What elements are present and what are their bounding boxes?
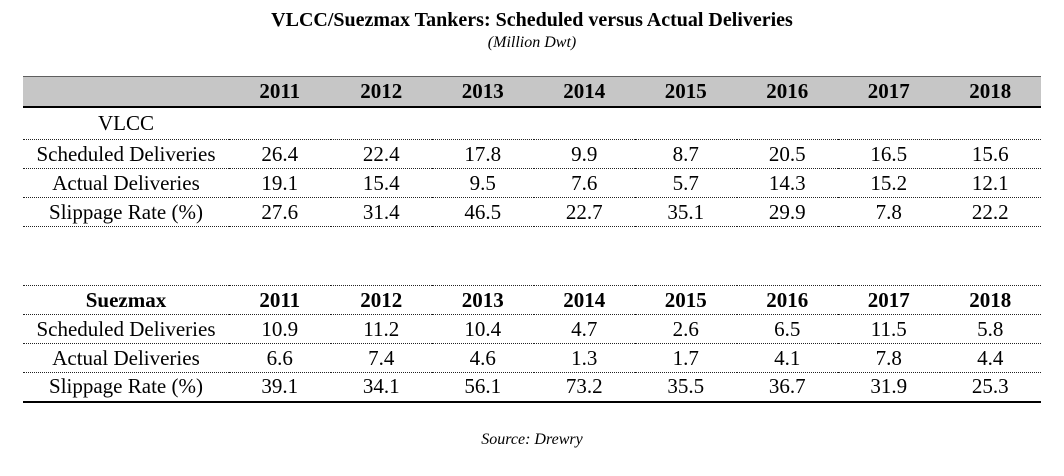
value-cell: 29.9: [736, 197, 838, 227]
value-cell: 2.6: [635, 314, 737, 344]
year-header-cell: 2012: [330, 285, 432, 315]
year-header-cell: 2011: [229, 285, 331, 315]
table-row: Scheduled Deliveries 10.9 11.2 10.4 4.7 …: [23, 314, 1041, 344]
value-cell: 56.1: [432, 372, 534, 403]
value-cell: 1.3: [533, 343, 635, 373]
value-cell: 8.7: [635, 139, 737, 169]
year-header-cell: 2016: [736, 285, 838, 315]
value-cell: 35.5: [635, 372, 737, 403]
value-cell: 4.4: [939, 343, 1041, 373]
table-row: Scheduled Deliveries 26.4 22.4 17.8 9.9 …: [23, 139, 1041, 169]
year-header-cell: 2017: [838, 76, 940, 108]
value-cell: 7.6: [533, 168, 635, 198]
value-cell: 4.7: [533, 314, 635, 344]
year-header-cell: 2016: [736, 76, 838, 108]
suezmax-year-header-row: Suezmax 2011 2012 2013 2014 2015 2016 20…: [23, 285, 1041, 315]
year-header-cell: 2017: [838, 285, 940, 315]
value-cell: 4.1: [736, 343, 838, 373]
year-header-cell: 2014: [533, 285, 635, 315]
row-label: Slippage Rate (%): [23, 372, 229, 403]
value-cell: 14.3: [736, 168, 838, 198]
value-cell: 15.2: [838, 168, 940, 198]
value-cell: 5.8: [939, 314, 1041, 344]
year-header-cell: 2012: [330, 76, 432, 108]
value-cell: 22.7: [533, 197, 635, 227]
value-cell: 25.3: [939, 372, 1041, 403]
value-cell: 11.2: [330, 314, 432, 344]
year-header-cell: 2013: [432, 285, 534, 315]
table-row: Slippage Rate (%) 39.1 34.1 56.1 73.2 35…: [23, 372, 1041, 403]
vlcc-year-header-row: 2011 2012 2013 2014 2015 2016 2017 2018: [23, 76, 1041, 108]
row-label: Slippage Rate (%): [23, 197, 229, 227]
value-cell: 7.8: [838, 197, 940, 227]
value-cell: 19.1: [229, 168, 331, 198]
vlcc-table: 2011 2012 2013 2014 2015 2016 2017 2018 …: [23, 76, 1041, 227]
row-label: Scheduled Deliveries: [23, 314, 229, 344]
value-cell: 10.4: [432, 314, 534, 344]
value-cell: 6.6: [229, 343, 331, 373]
value-cell: 7.4: [330, 343, 432, 373]
value-cell: 11.5: [838, 314, 940, 344]
suezmax-table: Suezmax 2011 2012 2013 2014 2015 2016 20…: [23, 285, 1041, 403]
value-cell: 7.8: [838, 343, 940, 373]
group-row-filler: [229, 106, 1041, 140]
value-cell: 15.4: [330, 168, 432, 198]
value-cell: 31.9: [838, 372, 940, 403]
year-header-cell: 2011: [229, 76, 331, 108]
value-cell: 17.8: [432, 139, 534, 169]
row-label: Scheduled Deliveries: [23, 139, 229, 169]
value-cell: 20.5: [736, 139, 838, 169]
value-cell: 15.6: [939, 139, 1041, 169]
value-cell: 6.5: [736, 314, 838, 344]
value-cell: 22.4: [330, 139, 432, 169]
vlcc-group-row: VLCC: [23, 106, 1041, 140]
value-cell: 35.1: [635, 197, 737, 227]
value-cell: 5.7: [635, 168, 737, 198]
year-header-cell: 2018: [939, 76, 1041, 108]
year-header-cell: 2018: [939, 285, 1041, 315]
value-cell: 22.2: [939, 197, 1041, 227]
source-note: Source: Drewry: [481, 430, 583, 448]
year-header-cell: 2015: [635, 76, 737, 108]
table-row: Actual Deliveries 6.6 7.4 4.6 1.3 1.7 4.…: [23, 343, 1041, 373]
value-cell: 34.1: [330, 372, 432, 403]
year-header-cell: 2015: [635, 285, 737, 315]
value-cell: 9.5: [432, 168, 534, 198]
figure-subtitle: (Million Dwt): [487, 34, 577, 51]
value-cell: 36.7: [736, 372, 838, 403]
value-cell: 10.9: [229, 314, 331, 344]
row-label: Actual Deliveries: [23, 168, 229, 198]
value-cell: 46.5: [432, 197, 534, 227]
value-cell: 27.6: [229, 197, 331, 227]
group-label: Suezmax: [23, 285, 229, 315]
table-row: Actual Deliveries 19.1 15.4 9.5 7.6 5.7 …: [23, 168, 1041, 198]
year-header-cell: 2014: [533, 76, 635, 108]
value-cell: 9.9: [533, 139, 635, 169]
value-cell: 12.1: [939, 168, 1041, 198]
year-header-cell: 2013: [432, 76, 534, 108]
table-row: Slippage Rate (%) 27.6 31.4 46.5 22.7 35…: [23, 197, 1041, 227]
value-cell: 26.4: [229, 139, 331, 169]
value-cell: 39.1: [229, 372, 331, 403]
row-label: Actual Deliveries: [23, 343, 229, 373]
figure-title: VLCC/Suezmax Tankers: Scheduled versus A…: [271, 9, 793, 31]
value-cell: 31.4: [330, 197, 432, 227]
value-cell: 4.6: [432, 343, 534, 373]
corner-empty-cell: [23, 76, 229, 108]
value-cell: 73.2: [533, 372, 635, 403]
group-label: VLCC: [23, 106, 229, 140]
value-cell: 1.7: [635, 343, 737, 373]
value-cell: 16.5: [838, 139, 940, 169]
